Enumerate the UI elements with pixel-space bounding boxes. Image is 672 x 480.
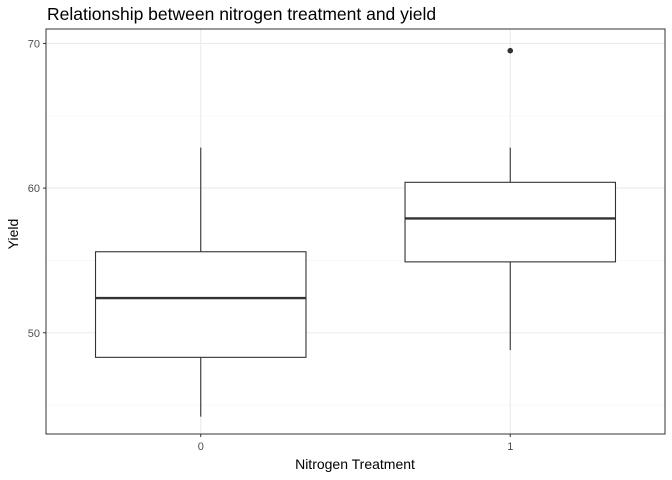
outlier-point [507, 47, 514, 54]
plot-boxes [94, 47, 617, 417]
x-tick-label: 1 [507, 441, 513, 453]
y-axis-title: Yield [5, 219, 21, 250]
box-0 [94, 147, 307, 417]
y-tick-label: 60 [28, 183, 40, 195]
box-iqr [94, 251, 307, 358]
box-1 [404, 47, 617, 351]
x-tick-label: 0 [198, 441, 204, 453]
x-axis-title: Nitrogen Treatment [295, 456, 415, 472]
axes: 50 60 70 0 1 [28, 38, 514, 453]
y-tick-label: 50 [28, 328, 40, 340]
box-iqr [404, 181, 617, 263]
panel-border [45, 28, 666, 435]
y-tick-label: 70 [28, 38, 40, 50]
chart-title: Relationship between nitrogen treatment … [47, 4, 436, 24]
